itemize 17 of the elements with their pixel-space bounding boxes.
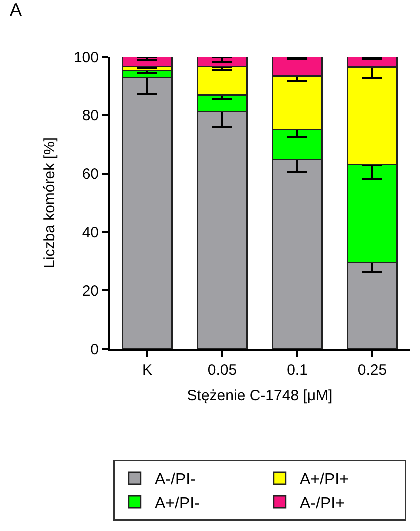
legend-label: A+/PI- (155, 495, 200, 512)
legend-label: A-/PI- (155, 472, 196, 489)
x-axis-title: Stężenie C-1748 [μM] (187, 388, 333, 404)
y-tick-label: 100 (74, 49, 99, 66)
x-tick-label: 0.25 (358, 362, 388, 379)
y-tick-label: 60 (82, 166, 99, 184)
y-tick-label: 20 (82, 282, 99, 300)
x-tick-label: K (142, 362, 153, 379)
legend-label: A-/PI+ (300, 495, 345, 512)
legend-label: A+/PI+ (300, 472, 349, 489)
x-tick-label: 0.1 (287, 362, 308, 379)
chart-title: A (10, 0, 22, 20)
x-tick-label: 0.05 (208, 362, 238, 379)
y-tick-label: 80 (82, 108, 99, 125)
y-axis-title: Liczba komórek [%] (42, 138, 59, 268)
y-tick-label: 0 (90, 341, 99, 358)
y-tick-label: 40 (82, 224, 99, 242)
